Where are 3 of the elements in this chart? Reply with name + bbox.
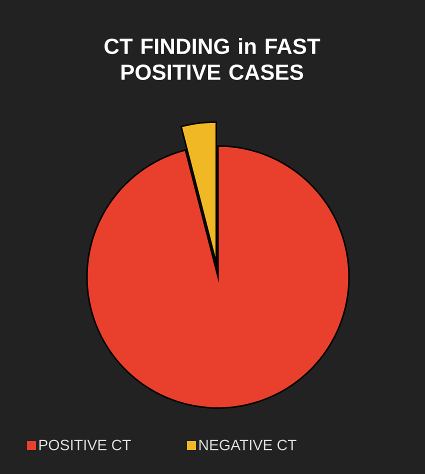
legend-label: POSITIVE CT [39,440,131,450]
legend-label: NEGATIVE CT [199,440,296,450]
chart-title: CT FINDING in FAST POSITIVE CASES [104,38,320,80]
